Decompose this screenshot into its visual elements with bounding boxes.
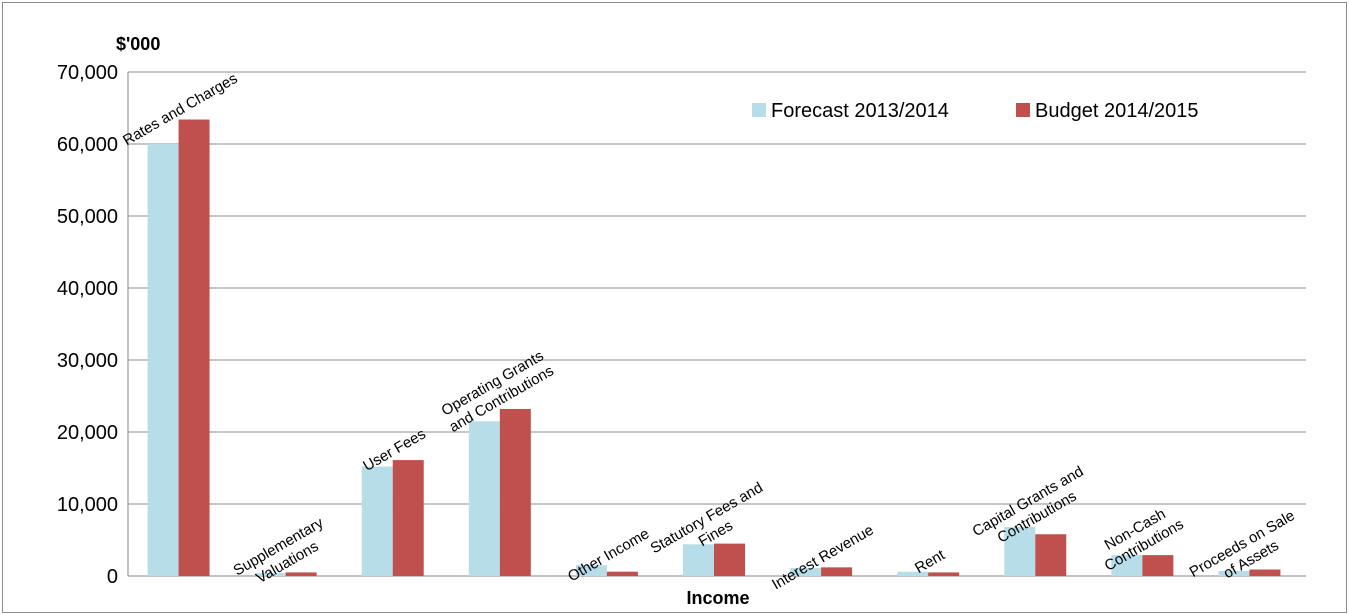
- y-tick-label: 40,000: [57, 278, 118, 300]
- bar: [928, 572, 960, 576]
- x-axis-title: Income: [686, 588, 749, 608]
- bar: [1218, 570, 1250, 576]
- bar: [575, 565, 607, 576]
- bar: [897, 571, 929, 576]
- bar: [683, 544, 714, 576]
- y-axis-ticks: 0 10,000 20,000 30,000 40,000 50,000 60,000 70,…: [57, 62, 118, 588]
- bar: [147, 144, 179, 576]
- bar: [606, 571, 638, 576]
- y-axis-title: $'000: [116, 34, 160, 54]
- y-tick-label: 70,000: [57, 62, 118, 84]
- y-tick-label: 50,000: [57, 206, 118, 228]
- category-label: Interest Revenue: [769, 522, 876, 594]
- bar: [1004, 527, 1036, 576]
- bar: [285, 572, 317, 576]
- gridlines: [127, 71, 1306, 577]
- bar: [1035, 534, 1067, 576]
- legend-label: Forecast 2013/2014: [771, 100, 949, 122]
- legend-label: Budget 2014/2015: [1035, 100, 1199, 122]
- y-tick-label: 10,000: [57, 494, 118, 516]
- bars: [147, 119, 1281, 577]
- y-tick-label: 30,000: [57, 350, 118, 372]
- category-labels: Rates and ChargesSupplementaryValuations…: [120, 70, 1298, 594]
- bar: [392, 460, 424, 576]
- bar: [468, 421, 500, 576]
- legend: Forecast 2013/2014 Budget 2014/2015: [752, 100, 1199, 122]
- bar: [499, 408, 531, 576]
- bar: [361, 466, 393, 576]
- category-label-line: Interest Revenue: [769, 522, 876, 594]
- bar: [1142, 555, 1174, 576]
- bar: [1249, 569, 1281, 576]
- bar: [821, 567, 853, 576]
- bar: [714, 543, 745, 576]
- legend-swatch: [752, 103, 766, 117]
- y-tick-label: 60,000: [57, 134, 118, 156]
- bar: [254, 573, 286, 576]
- y-tick-label: 0: [107, 566, 118, 588]
- y-tick-label: 20,000: [57, 422, 118, 444]
- bar: [790, 568, 822, 576]
- legend-swatch: [1016, 103, 1030, 117]
- bar: [178, 119, 210, 577]
- bar: [1111, 555, 1143, 576]
